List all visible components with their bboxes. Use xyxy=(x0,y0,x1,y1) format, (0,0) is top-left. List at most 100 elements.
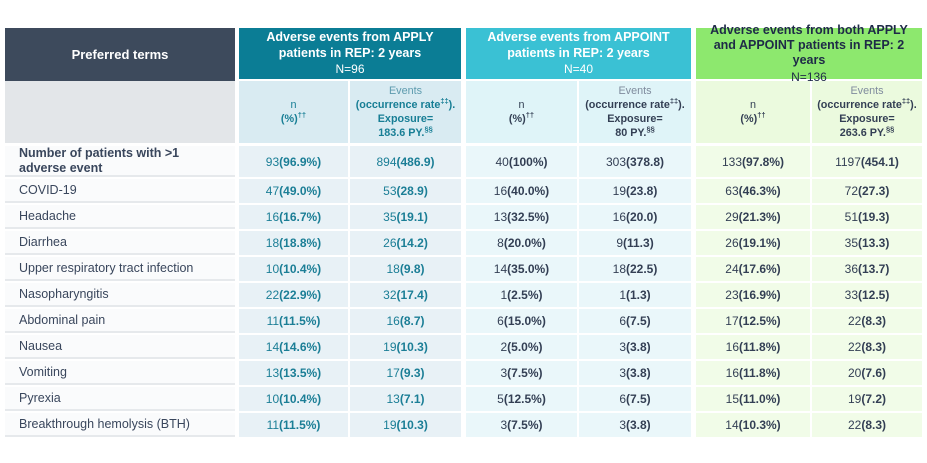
subheader-n-cell: n (%)†† xyxy=(696,81,810,143)
value-cell: 93 (96.9%) xyxy=(239,146,348,177)
value-cell: 6 (15.0%) xyxy=(466,309,577,333)
value-cell: 8 (20.0%) xyxy=(466,231,577,255)
table-row: Vomiting 13 (13.5%) 17 (9.3) 3 (7.5%) 3 (3.8… xyxy=(5,361,922,385)
subheader-events-cell: Events (occurrence rate‡‡). Exposure= 183.6… xyxy=(350,81,461,143)
value-cell: 10 (10.4%) xyxy=(239,257,348,281)
subheader-events-cell: Events (occurrence rate‡‡). Exposure= 80 PY… xyxy=(579,81,691,143)
term-cell: Nausea xyxy=(5,335,235,359)
table-row: Breakthrough hemolysis (BTH) 11 (11.5%) 19… xyxy=(5,413,922,437)
value-cell: 14 (14.6%) xyxy=(239,335,348,359)
value-cell: 1197 (454.1) xyxy=(812,146,922,177)
value-cell: 16 (11.8%) xyxy=(696,361,810,385)
subheader-empty-cell xyxy=(5,81,235,143)
value-cell: 19 (10.3) xyxy=(350,335,461,359)
subheader-row: n (%)†† Events (occurrence rate‡‡). Exposur… xyxy=(5,81,922,143)
value-cell: 303 (378.8) xyxy=(579,146,691,177)
group-title-apply: Adverse events from APPLY patients in RE… xyxy=(266,30,434,60)
value-cell: 22 (8.3) xyxy=(812,309,922,333)
value-cell: 40 (100%) xyxy=(466,146,577,177)
value-cell: 63 (46.3%) xyxy=(696,179,810,203)
preferred-terms-header: Preferred terms xyxy=(5,28,235,81)
value-cell: 16 (16.7%) xyxy=(239,205,348,229)
term-cell: Breakthrough hemolysis (BTH) xyxy=(5,413,235,437)
value-cell: 32 (17.4) xyxy=(350,283,461,307)
value-cell: 3 (3.8) xyxy=(579,361,691,385)
value-cell: 36 (13.7) xyxy=(812,257,922,281)
value-cell: 3 (7.5%) xyxy=(466,413,577,437)
value-cell: 22 (8.3) xyxy=(812,335,922,359)
group-n-both: N=136 xyxy=(791,69,827,84)
value-cell: 5 (12.5%) xyxy=(466,387,577,411)
term-cell: Nasopharyngitis xyxy=(5,283,235,307)
subheader-n-cell: n (%)†† xyxy=(466,81,577,143)
value-cell: 3 (7.5%) xyxy=(466,361,577,385)
value-cell: 22 (8.3) xyxy=(812,413,922,437)
group-title-appoint: Adverse events from APPOINT patients in … xyxy=(487,30,670,60)
value-cell: 3 (3.8) xyxy=(579,335,691,359)
value-cell: 3 (3.8) xyxy=(579,413,691,437)
subheader-events-cell: Events (occurrence rate‡‡). Exposure= 263.6… xyxy=(812,81,922,143)
value-cell: 53 (28.9) xyxy=(350,179,461,203)
group-n-appoint: N=40 xyxy=(563,61,594,76)
value-cell: 9 (11.3) xyxy=(579,231,691,255)
value-cell: 72 (27.3) xyxy=(812,179,922,203)
value-cell: 16 (11.8%) xyxy=(696,335,810,359)
group-header-row: Preferred terms Adverse events from APPL… xyxy=(5,23,922,84)
value-cell: 19 (10.3) xyxy=(350,413,461,437)
value-cell: 23 (16.9%) xyxy=(696,283,810,307)
value-cell: 133 (97.8%) xyxy=(696,146,810,177)
value-cell: 24 (17.6%) xyxy=(696,257,810,281)
term-cell: Pyrexia xyxy=(5,387,235,411)
group-header-appoint: Adverse events from APPOINT patients in … xyxy=(466,28,691,79)
value-cell: 18 (9.8) xyxy=(350,257,461,281)
value-cell: 18 (18.8%) xyxy=(239,231,348,255)
value-cell: 47 (49.0%) xyxy=(239,179,348,203)
value-cell: 14 (10.3%) xyxy=(696,413,810,437)
table-row: Diarrhea 18 (18.8%) 26 (14.2) 8 (20.0%) 9 (1… xyxy=(5,231,922,255)
group-n-apply: N=96 xyxy=(335,61,365,76)
value-cell: 19 (23.8) xyxy=(579,179,691,203)
value-cell: 1 (2.5%) xyxy=(466,283,577,307)
value-cell: 35 (13.3) xyxy=(812,231,922,255)
value-cell: 20 (7.6) xyxy=(812,361,922,385)
value-cell: 17 (9.3) xyxy=(350,361,461,385)
value-cell: 14 (35.0%) xyxy=(466,257,577,281)
term-cell: Headache xyxy=(5,205,235,229)
value-cell: 22 (22.9%) xyxy=(239,283,348,307)
value-cell: 16 (40.0%) xyxy=(466,179,577,203)
value-cell: 1 (1.3) xyxy=(579,283,691,307)
table-row: Abdominal pain 11 (11.5%) 16 (8.7) 6 (15.0%… xyxy=(5,309,922,333)
table-row: Nausea 14 (14.6%) 19 (10.3) 2 (5.0%) 3 (3.8)… xyxy=(5,335,922,359)
group-header-apply: Adverse events from APPLY patients in RE… xyxy=(239,28,461,79)
value-cell: 16 (8.7) xyxy=(350,309,461,333)
value-cell: 6 (7.5) xyxy=(579,309,691,333)
term-cell: Diarrhea xyxy=(5,231,235,255)
table-body: Number of patients with >1 adverse event… xyxy=(5,146,922,437)
value-cell: 18 (22.5) xyxy=(579,257,691,281)
table-row: Number of patients with >1 adverse event… xyxy=(5,146,922,177)
value-cell: 6 (7.5) xyxy=(579,387,691,411)
value-cell: 26 (14.2) xyxy=(350,231,461,255)
value-cell: 26 (19.1%) xyxy=(696,231,810,255)
value-cell: 15 (11.0%) xyxy=(696,387,810,411)
table-row: Nasopharyngitis 22 (22.9%) 32 (17.4) 1 (2.5… xyxy=(5,283,922,307)
value-cell: 19 (7.2) xyxy=(812,387,922,411)
adverse-events-table: Preferred terms Adverse events from APPL… xyxy=(5,23,922,439)
value-cell: 33 (12.5) xyxy=(812,283,922,307)
term-cell: Abdominal pain xyxy=(5,309,235,333)
value-cell: 2 (5.0%) xyxy=(466,335,577,359)
term-cell: Vomiting xyxy=(5,361,235,385)
table-row: Pyrexia 10 (10.4%) 13 (7.1) 5 (12.5%) 6 (7.5… xyxy=(5,387,922,411)
value-cell: 894 (486.9) xyxy=(350,146,461,177)
value-cell: 13 (7.1) xyxy=(350,387,461,411)
term-cell: Number of patients with >1 adverse event xyxy=(5,146,235,177)
value-cell: 11 (11.5%) xyxy=(239,309,348,333)
group-header-both: Adverse events from both APPLY and APPOI… xyxy=(696,23,922,84)
value-cell: 13 (13.5%) xyxy=(239,361,348,385)
term-cell: Upper respiratory tract infection xyxy=(5,257,235,281)
value-cell: 17 (12.5%) xyxy=(696,309,810,333)
group-title-both: Adverse events from both APPLY and APPOI… xyxy=(710,22,908,68)
value-cell: 13 (32.5%) xyxy=(466,205,577,229)
table-row: Headache 16 (16.7%) 35 (19.1) 13 (32.5%) 16 … xyxy=(5,205,922,229)
